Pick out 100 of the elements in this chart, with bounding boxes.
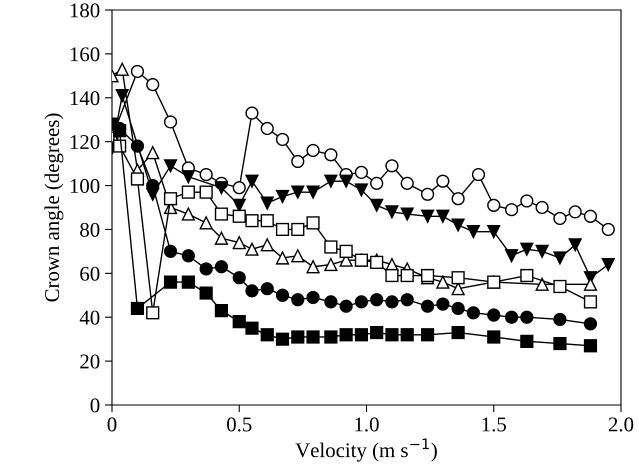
point xyxy=(504,249,518,262)
point xyxy=(602,222,615,236)
point xyxy=(553,212,567,226)
point xyxy=(520,268,534,282)
point xyxy=(487,198,500,212)
point xyxy=(260,282,274,296)
point xyxy=(520,194,534,208)
point xyxy=(584,317,598,330)
point xyxy=(324,258,338,272)
point xyxy=(602,258,615,272)
point xyxy=(232,271,246,284)
point xyxy=(276,190,290,204)
point xyxy=(370,256,384,269)
point xyxy=(340,174,353,188)
point xyxy=(370,293,384,306)
point xyxy=(400,176,414,190)
point xyxy=(324,240,338,254)
point xyxy=(291,293,304,306)
point xyxy=(146,146,160,160)
x-tick-label: 2.0 xyxy=(608,417,634,432)
point xyxy=(452,271,465,284)
point xyxy=(436,210,450,223)
point xyxy=(260,214,274,228)
point xyxy=(245,322,259,335)
point xyxy=(354,166,368,179)
point xyxy=(354,328,368,342)
y-tick-label: 40 xyxy=(80,310,100,325)
point xyxy=(452,302,465,316)
point xyxy=(400,328,414,342)
point xyxy=(146,306,160,320)
point xyxy=(116,88,129,102)
point xyxy=(436,297,450,311)
point xyxy=(584,339,598,352)
y-tick-label: 160 xyxy=(70,47,100,62)
point xyxy=(232,236,246,250)
point xyxy=(291,330,304,344)
y-axis-title: Crown angle (degrees) xyxy=(44,114,64,302)
x-axis-title: Velocity (m s$^{−1}$) xyxy=(295,438,437,462)
point xyxy=(146,78,160,92)
point xyxy=(130,139,144,153)
point xyxy=(306,330,320,344)
point xyxy=(232,181,246,194)
point xyxy=(232,198,246,212)
point xyxy=(504,310,518,324)
point xyxy=(245,106,259,120)
point xyxy=(385,159,399,172)
point xyxy=(164,244,178,258)
x-tick-label: 1.5 xyxy=(482,418,506,432)
point xyxy=(400,293,414,306)
y-tick-label: 80 xyxy=(80,222,100,237)
point xyxy=(276,132,290,146)
point xyxy=(370,176,384,190)
point xyxy=(487,308,500,322)
point xyxy=(436,174,450,188)
point xyxy=(504,203,518,216)
point xyxy=(536,244,549,258)
point xyxy=(466,225,480,238)
point xyxy=(260,196,274,210)
point xyxy=(214,232,228,245)
point xyxy=(164,159,178,172)
point xyxy=(420,210,434,223)
point xyxy=(232,210,246,223)
point xyxy=(340,300,353,313)
point xyxy=(245,174,259,188)
point xyxy=(324,330,338,344)
point xyxy=(164,276,178,289)
point xyxy=(182,186,195,199)
point xyxy=(385,295,399,308)
point xyxy=(130,64,144,78)
point xyxy=(306,186,320,199)
point xyxy=(324,148,338,162)
point xyxy=(291,154,304,168)
point xyxy=(214,181,228,194)
point xyxy=(452,192,465,206)
point xyxy=(245,242,259,256)
point xyxy=(214,207,228,221)
point xyxy=(452,218,465,232)
point xyxy=(200,286,213,300)
point xyxy=(182,170,195,184)
point xyxy=(370,198,384,212)
point xyxy=(291,222,304,236)
point xyxy=(116,62,129,76)
point xyxy=(182,276,195,289)
point xyxy=(553,312,567,326)
y-tick-label: 180 xyxy=(70,3,100,18)
point xyxy=(306,144,320,158)
point xyxy=(385,268,399,282)
point xyxy=(245,284,259,298)
point xyxy=(536,200,549,214)
point xyxy=(130,302,144,316)
point xyxy=(553,251,567,265)
y-tick-label: 140 xyxy=(70,91,100,106)
point xyxy=(260,122,274,136)
y-tick-label: 100 xyxy=(70,178,100,193)
point xyxy=(276,251,290,265)
point xyxy=(340,244,353,258)
point xyxy=(306,216,320,230)
point xyxy=(370,326,384,340)
point xyxy=(306,290,320,304)
point xyxy=(245,214,259,228)
